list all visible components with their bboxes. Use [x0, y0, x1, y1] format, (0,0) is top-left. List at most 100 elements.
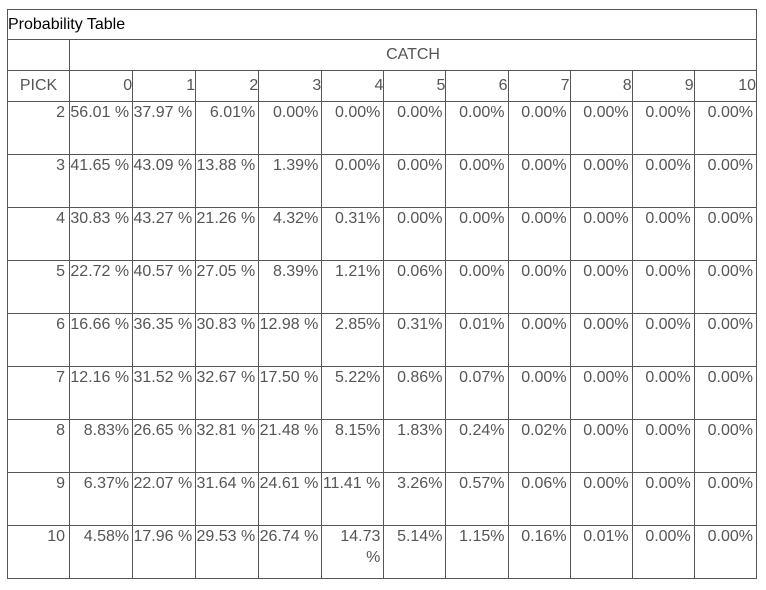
- probability-cell: 6.01%: [195, 101, 260, 155]
- pick-value-cell: 9: [6, 472, 71, 526]
- probability-cell: 37.97 %: [132, 101, 197, 155]
- probability-cell: 5.22%: [321, 366, 385, 420]
- probability-cell: 26.65 %: [132, 419, 197, 473]
- probability-cell: 0.00%: [258, 101, 323, 155]
- probability-cell: 0.00%: [693, 154, 758, 208]
- probability-cell: 0.00%: [569, 472, 633, 526]
- probability-cell: 0.00%: [693, 366, 758, 420]
- probability-cell: 0.00%: [507, 260, 571, 314]
- probability-cell: 0.00%: [569, 207, 633, 261]
- probability-cell: 41.65 %: [69, 154, 134, 208]
- pick-value-cell: 7: [6, 366, 71, 420]
- pick-value-cell: 6: [6, 313, 71, 367]
- probability-cell: 12.98 %: [258, 313, 323, 367]
- catch-column-header: 1: [132, 70, 197, 102]
- probability-cell: 14.73 %: [321, 525, 385, 579]
- probability-cell: 56.01 %: [69, 101, 134, 155]
- probability-cell: 2.85%: [321, 313, 385, 367]
- catch-column-header: 3: [258, 70, 323, 102]
- probability-cell: 22.07 %: [132, 472, 197, 526]
- probability-cell: 17.50 %: [258, 366, 323, 420]
- probability-cell: 16.66 %: [69, 313, 134, 367]
- probability-cell: 4.58%: [69, 525, 134, 579]
- probability-cell: 21.48 %: [258, 419, 323, 473]
- probability-cell: 0.31%: [321, 207, 385, 261]
- table-row: 8 8.83% 26.65 % 32.81 % 21.48 % 8.15% 1.83% 0.2…: [6, 419, 758, 473]
- probability-cell: 0.00%: [383, 207, 447, 261]
- catch-header: CATCH: [69, 39, 757, 71]
- probability-cell: 21.26 %: [195, 207, 260, 261]
- probability-cell: 24.61 %: [258, 472, 323, 526]
- table-row: 3 41.65 % 43.09 % 13.88 % 1.39% 0.00% 0.00% 0.0…: [6, 154, 758, 208]
- catch-column-header: 0: [69, 70, 134, 102]
- probability-cell: 32.67 %: [195, 366, 260, 420]
- probability-cell: 43.27 %: [132, 207, 197, 261]
- pick-value-cell: 10: [6, 525, 71, 579]
- probability-cell: 8.83%: [69, 419, 134, 473]
- probability-cell: 0.00%: [569, 419, 633, 473]
- probability-cell: 22.72 %: [69, 260, 134, 314]
- probability-cell: 0.00%: [507, 207, 571, 261]
- probability-cell: 0.01%: [445, 313, 509, 367]
- probability-cell: 0.00%: [631, 419, 695, 473]
- probability-cell: 0.16%: [507, 525, 571, 579]
- probability-cell: 0.00%: [507, 101, 571, 155]
- table-row: 4 30.83 % 43.27 % 21.26 % 4.32% 0.31% 0.00% 0.0…: [6, 207, 758, 261]
- catch-column-header: 9: [631, 70, 695, 102]
- probability-cell: 0.00%: [383, 154, 447, 208]
- probability-cell: 0.00%: [507, 154, 571, 208]
- probability-cell: 0.01%: [569, 525, 633, 579]
- catch-column-header: 6: [445, 70, 509, 102]
- probability-cell: 1.39%: [258, 154, 323, 208]
- pick-value-cell: 3: [6, 154, 71, 208]
- catch-column-header: 7: [507, 70, 571, 102]
- probability-cell: 30.83 %: [69, 207, 134, 261]
- pick-value-cell: 5: [6, 260, 71, 314]
- probability-cell: 0.00%: [631, 313, 695, 367]
- table-title: Probability Table: [7, 9, 757, 40]
- probability-cell: 0.07%: [445, 366, 509, 420]
- probability-cell: 40.57 %: [132, 260, 197, 314]
- probability-cell: 0.00%: [693, 260, 758, 314]
- table-row: 9 6.37% 22.07 % 31.64 % 24.61 % 11.41 % 3.26% 0…: [6, 472, 758, 526]
- probability-cell: 4.32%: [258, 207, 323, 261]
- catch-column-header: 8: [569, 70, 633, 102]
- probability-cell: 0.00%: [631, 207, 695, 261]
- probability-cell: 0.00%: [693, 313, 758, 367]
- probability-cell: 6.37%: [69, 472, 134, 526]
- probability-cell: 0.00%: [631, 101, 695, 155]
- probability-cell: 0.00%: [569, 313, 633, 367]
- probability-cell: 0.00%: [321, 101, 385, 155]
- catch-column-header: 4: [321, 70, 385, 102]
- probability-cell: 0.00%: [507, 313, 571, 367]
- probability-cell: 0.02%: [507, 419, 571, 473]
- probability-cell: 29.53 %: [195, 525, 260, 579]
- pick-header: PICK: [6, 70, 71, 102]
- probability-cell: 0.00%: [631, 525, 695, 579]
- probability-cell: 8.39%: [258, 260, 323, 314]
- probability-cell: 31.64 %: [195, 472, 260, 526]
- corner-cell: [6, 39, 71, 71]
- probability-cell: 0.86%: [383, 366, 447, 420]
- probability-cell: 0.00%: [693, 472, 758, 526]
- probability-cell: 0.00%: [569, 154, 633, 208]
- probability-cell: 5.14%: [383, 525, 447, 579]
- probability-cell: 27.05 %: [195, 260, 260, 314]
- probability-cell: 0.00%: [445, 154, 509, 208]
- probability-cell: 0.00%: [631, 154, 695, 208]
- catch-column-header: 10: [693, 70, 758, 102]
- probability-cell: 36.35 %: [132, 313, 197, 367]
- probability-cell: 11.41 %: [321, 472, 385, 526]
- probability-cell: 0.00%: [693, 419, 758, 473]
- table-row: 6 16.66 % 36.35 % 30.83 % 12.98 % 2.85% 0.31% 0…: [6, 313, 758, 367]
- probability-cell: 0.00%: [569, 260, 633, 314]
- probability-cell: 0.06%: [383, 260, 447, 314]
- probability-cell: 43.09 %: [132, 154, 197, 208]
- probability-cell: 26.74 %: [258, 525, 323, 579]
- probability-cell: 0.00%: [321, 154, 385, 208]
- probability-cell: 0.31%: [383, 313, 447, 367]
- probability-cell: 0.00%: [445, 207, 509, 261]
- probability-cell: 0.00%: [631, 472, 695, 526]
- probability-cell: 0.57%: [445, 472, 509, 526]
